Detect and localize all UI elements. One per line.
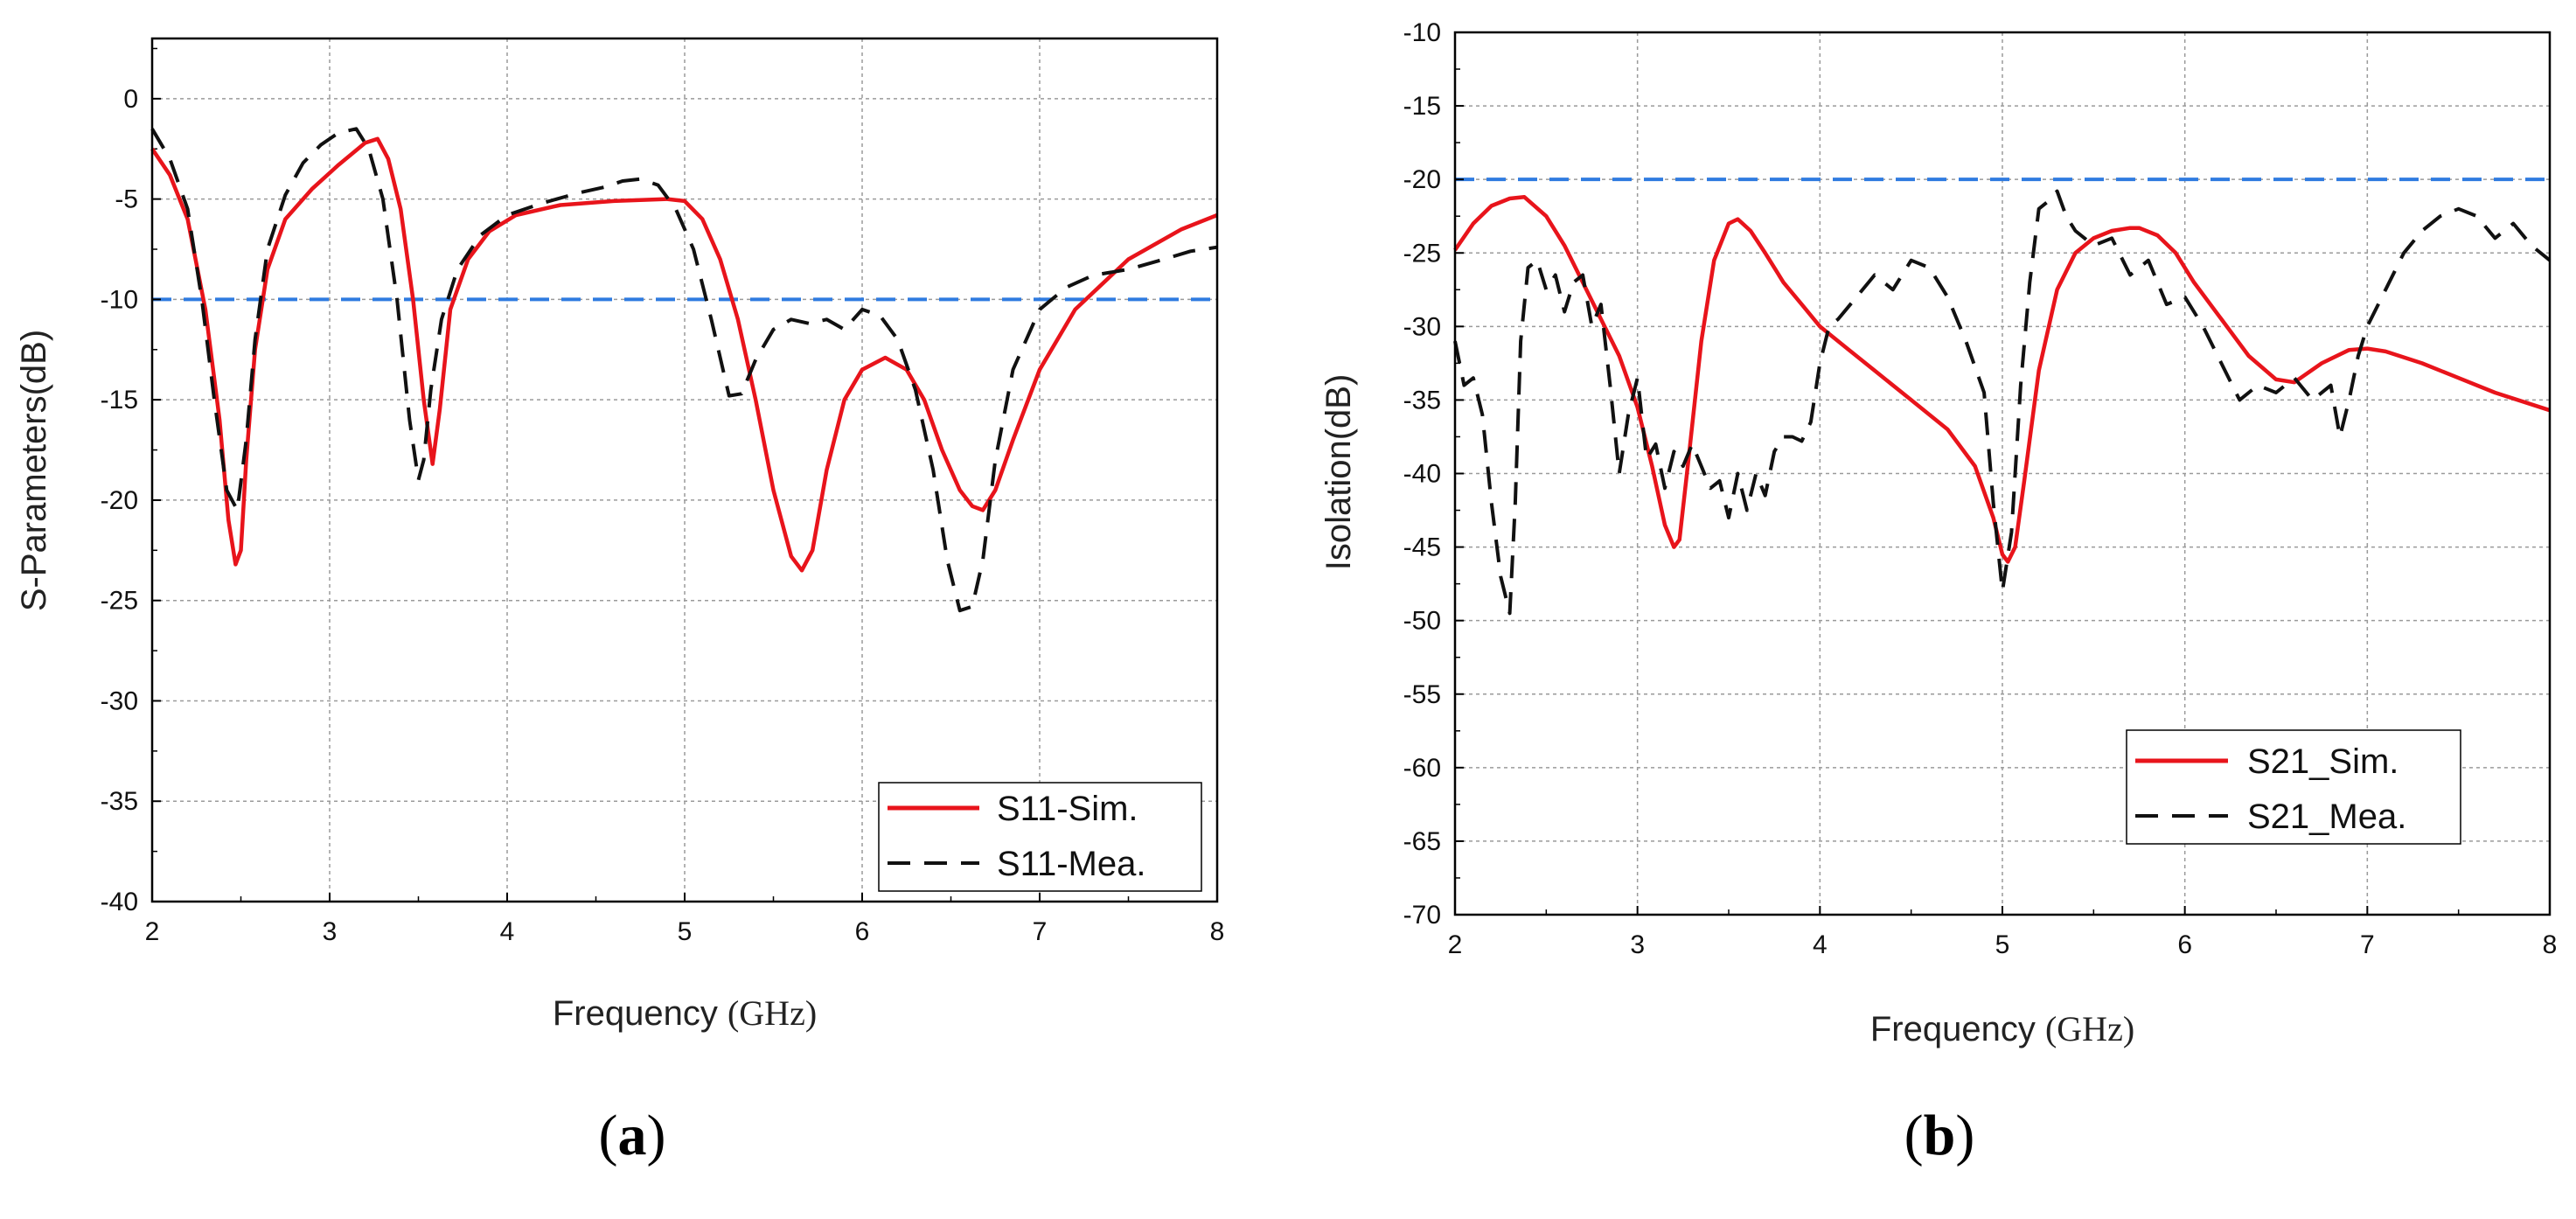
panel-b-x-axis-title: Frequency (GHz): [1870, 1009, 2134, 1048]
panel-a-x-tick-label-2: 4: [500, 917, 515, 946]
panel-b-y-ticks: -10 -15 -20 -25 -30 -35 -40 -45 -50 -55 -60 -65 -70: [1403, 18, 1464, 930]
panel-a-x-tick-label-4: 6: [855, 917, 870, 946]
panel-a-chart: 0 -5 -10 -15 -20 -25 -30 -35 -40 2 3 4 5 6 7 8 S-Param…: [15, 37, 1225, 1167]
panel-a-series: [150, 127, 1218, 613]
panel-b-y-tick-label-1: -15: [1403, 92, 1441, 121]
panel-b-x-tick-label-4: 6: [2177, 930, 2192, 959]
panel-a-y-tick-label-7: -35: [101, 787, 138, 816]
panel-b-y-tick-label-0: -10: [1403, 18, 1441, 47]
panel-b-series-sim-line: [1453, 195, 2551, 564]
panel-b-y-tick-label-11: -65: [1403, 827, 1441, 856]
panel-b-legend-sim-label: S21_Sim.: [2247, 742, 2398, 781]
panel-a-y-tick-label-2: -10: [101, 285, 138, 314]
panel-b-y-tick-label-7: -45: [1403, 533, 1441, 562]
panel-b-grid: [1455, 32, 2550, 915]
panel-b-x-tick-label-3: 5: [1995, 930, 2010, 959]
panel-b-y-tick-label-9: -55: [1403, 680, 1441, 709]
panel-b-legend-mea-label: S21_Mea.: [2247, 798, 2406, 836]
panel-a-x-axis-title: Frequency (GHz): [553, 993, 817, 1033]
panel-a-y-axis-title: S-Parameters(dB): [15, 330, 53, 611]
panel-b-legend: S21_Sim. S21_Mea.: [2126, 729, 2461, 845]
panel-a-x-tick-label-5: 7: [1033, 917, 1048, 946]
panel-a-y-tick-label-3: -15: [101, 386, 138, 414]
panel-b-y-tick-label-4: -30: [1403, 312, 1441, 341]
panel-a-series-mea-line: [150, 127, 1218, 613]
panel-a-y-tick-label-6: -30: [101, 686, 138, 715]
panel-a-plot-area: [152, 38, 1217, 902]
panel-b-x-tick-label-2: 4: [1813, 930, 1828, 959]
panel-b-series: [1453, 189, 2552, 616]
panel-a-y-tick-label-0: 0: [123, 85, 138, 114]
panel-a-y-ticks: 0 -5 -10 -15 -20 -25 -30 -35 -40: [101, 85, 161, 916]
panel-b-x-tick-label-0: 2: [1448, 930, 1463, 959]
panel-b-x-tick-label-1: 3: [1630, 930, 1645, 959]
panel-b-legend-box: [2126, 729, 2461, 845]
panel-b-x-tick-label-6: 8: [2543, 930, 2558, 959]
panel-b-x-ticks: 2 3 4 5 6 7 8: [1448, 906, 2558, 959]
panel-b-y-tick-label-8: -50: [1403, 607, 1441, 636]
panel-a-x-tick-label-0: 2: [145, 917, 160, 946]
panel-a-legend-sim-label: S11-Sim.: [997, 790, 1138, 828]
panel-a-x-tick-label-3: 5: [678, 917, 693, 946]
panel-a-x-tick-label-1: 3: [323, 917, 338, 946]
panel-b-y-tick-label-6: -40: [1403, 460, 1441, 489]
panel-b-y-tick-label-2: -20: [1403, 165, 1441, 194]
panel-b-series-mea-line: [1453, 189, 2552, 616]
panel-a-y-tick-label-8: -40: [101, 888, 138, 916]
panel-a-x-tick-label-6: 8: [1210, 917, 1225, 946]
panel-b-chart: -10-15-20-25-30-35-40-45-50-55-60-65-70 …: [1319, 18, 2557, 1167]
panel-b-x-tick-label-5: 7: [2360, 930, 2375, 959]
panel-a-y-tick-label-5: -25: [101, 587, 138, 616]
panel-b-y-axis-title: Isolation(dB): [1319, 374, 1358, 571]
panel-b-y-tick-label-10: -60: [1403, 754, 1441, 783]
panel-a-grid: [152, 38, 1217, 902]
panel-a-y-tick-label-4: -20: [101, 486, 138, 515]
panel-a-y-tick-label-1: -5: [115, 185, 138, 214]
panel-a-label: (a): [599, 1104, 666, 1167]
panel-b-y-tick-label-5: -35: [1403, 386, 1441, 414]
panel-b-y-tick-label-3: -25: [1403, 239, 1441, 268]
panel-a-legend-box: [878, 782, 1202, 892]
panel-a-x-ticks: 2 3 4 5 6 7 8: [145, 893, 1225, 946]
panel-b-label: (b): [1904, 1104, 1975, 1167]
panel-a-legend-mea-label: S11-Mea.: [997, 845, 1145, 883]
panel-b-y-tick-label-12: -70: [1403, 901, 1441, 930]
panel-a-legend: S11-Sim. S11-Mea.: [878, 782, 1202, 892]
